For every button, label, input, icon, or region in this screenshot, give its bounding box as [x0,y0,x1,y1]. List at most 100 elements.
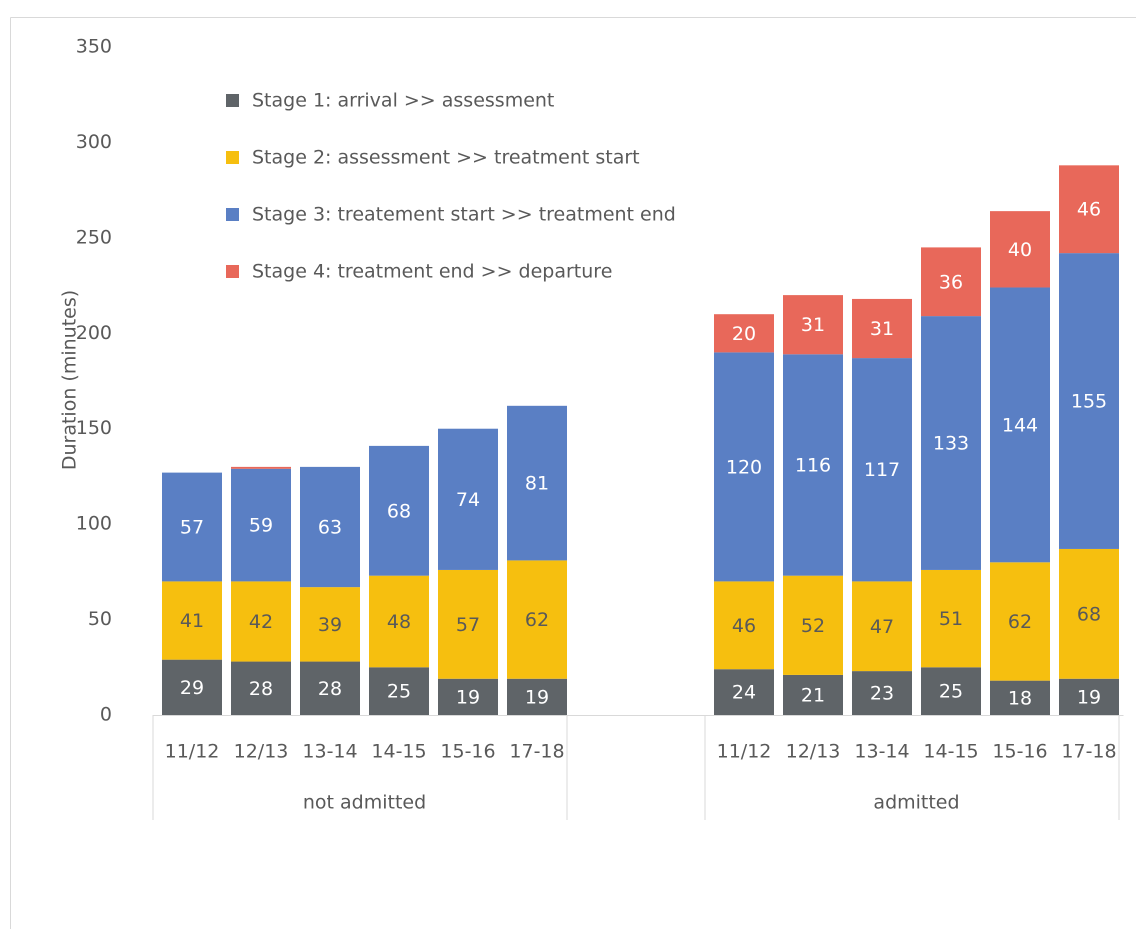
data-label: 41 [180,610,204,632]
data-label: 81 [525,473,549,495]
bar-segment [231,466,291,469]
bar-segment [507,678,567,715]
x-tick-label: 11/12 [165,741,220,763]
data-label: 74 [456,489,480,511]
group-label: not admitted [303,792,426,814]
bar-segment [300,466,360,588]
y-tick-label: 200 [76,322,112,344]
bar-segment [852,671,912,715]
bar-segment [162,472,222,582]
bar-segment [921,569,981,668]
legend-label: Stage 3: treatement start >> treatment e… [252,204,676,226]
x-tick-label: 13-14 [854,741,909,763]
data-label: 47 [870,616,894,638]
bar-segment [990,680,1050,715]
data-label: 28 [318,678,342,700]
x-tick-label: 11/12 [717,741,772,763]
data-label: 133 [933,433,969,455]
bar-segment [921,316,981,570]
group-label: admitted [873,792,959,814]
bar-segment [714,669,774,715]
bar-segment [1059,165,1119,254]
bar-segment [231,468,291,582]
bar-segment [990,287,1050,563]
bar-segment [438,569,498,679]
data-label: 68 [387,500,411,522]
data-label: 51 [939,608,963,630]
data-label: 21 [801,684,825,706]
data-label: 68 [1077,603,1101,625]
data-label: 116 [795,454,831,476]
bar-segment [714,314,774,353]
data-label: 144 [1002,414,1038,436]
y-tick-label: 300 [76,131,112,153]
bar-segment [369,575,429,668]
bar-segment [990,562,1050,681]
legend-label: Stage 2: assessment >> treatment start [252,147,640,169]
data-label: 63 [318,517,342,539]
data-label: 31 [801,314,825,336]
x-tick-label: 12/13 [234,741,289,763]
x-tick-label: 14-15 [923,741,978,763]
bar-segment [162,581,222,660]
data-label: 57 [180,517,204,539]
bar-segment [921,667,981,715]
y-tick-label: 100 [76,513,112,535]
bar-segment [714,581,774,670]
bar-segment [714,352,774,582]
data-label: 31 [870,318,894,340]
bar-segment [783,354,843,576]
data-label: 52 [801,615,825,637]
bar-segment [783,674,843,715]
y-tick-label: 0 [100,704,112,726]
bar-segment [1059,253,1119,549]
bar-segment [438,428,498,570]
data-label: 29 [180,677,204,699]
data-label: 36 [939,271,963,293]
y-tick-label: 250 [76,226,112,248]
bar-segment [231,581,291,662]
x-tick-label: 12/13 [786,741,841,763]
legend-label: Stage 4: treatment end >> departure [252,261,612,283]
x-tick-label: 14-15 [371,741,426,763]
legend-swatch [226,94,239,107]
y-tick-label: 350 [76,36,112,58]
data-label: 120 [726,456,762,478]
data-label: 57 [456,614,480,636]
bar-segment [438,678,498,715]
data-label: 25 [387,681,411,703]
bar-segment [783,575,843,675]
data-label: 46 [1077,199,1101,221]
data-label: 24 [732,682,756,704]
bar-segment [369,445,429,576]
x-tick-label: 15-16 [440,741,495,763]
x-tick-label: 17-18 [1061,741,1116,763]
data-label: 59 [249,515,273,537]
bar-segment [231,661,291,715]
x-tick-label: 13-14 [302,741,357,763]
legend-swatch [226,265,239,278]
data-label: 20 [732,323,756,345]
bar-segment [1059,548,1119,679]
legend-swatch [226,208,239,221]
bar-segment [369,667,429,715]
bar-segment [507,405,567,561]
data-label: 46 [732,615,756,637]
bar-segment [162,659,222,715]
data-label: 48 [387,611,411,633]
data-label: 25 [939,681,963,703]
data-label: 28 [249,678,273,700]
bar-segment [507,560,567,679]
bar-segment [1059,678,1119,715]
y-axis-title: Duration (minutes) [59,290,81,470]
y-tick-label: 50 [88,608,112,630]
y-tick-label: 150 [76,417,112,439]
bar-segment [990,211,1050,288]
bar-segment [300,661,360,715]
bar-segment [852,581,912,672]
legend-swatch [226,151,239,164]
x-tick-label: 15-16 [992,741,1047,763]
data-label: 19 [456,686,480,708]
data-label: 39 [318,614,342,636]
